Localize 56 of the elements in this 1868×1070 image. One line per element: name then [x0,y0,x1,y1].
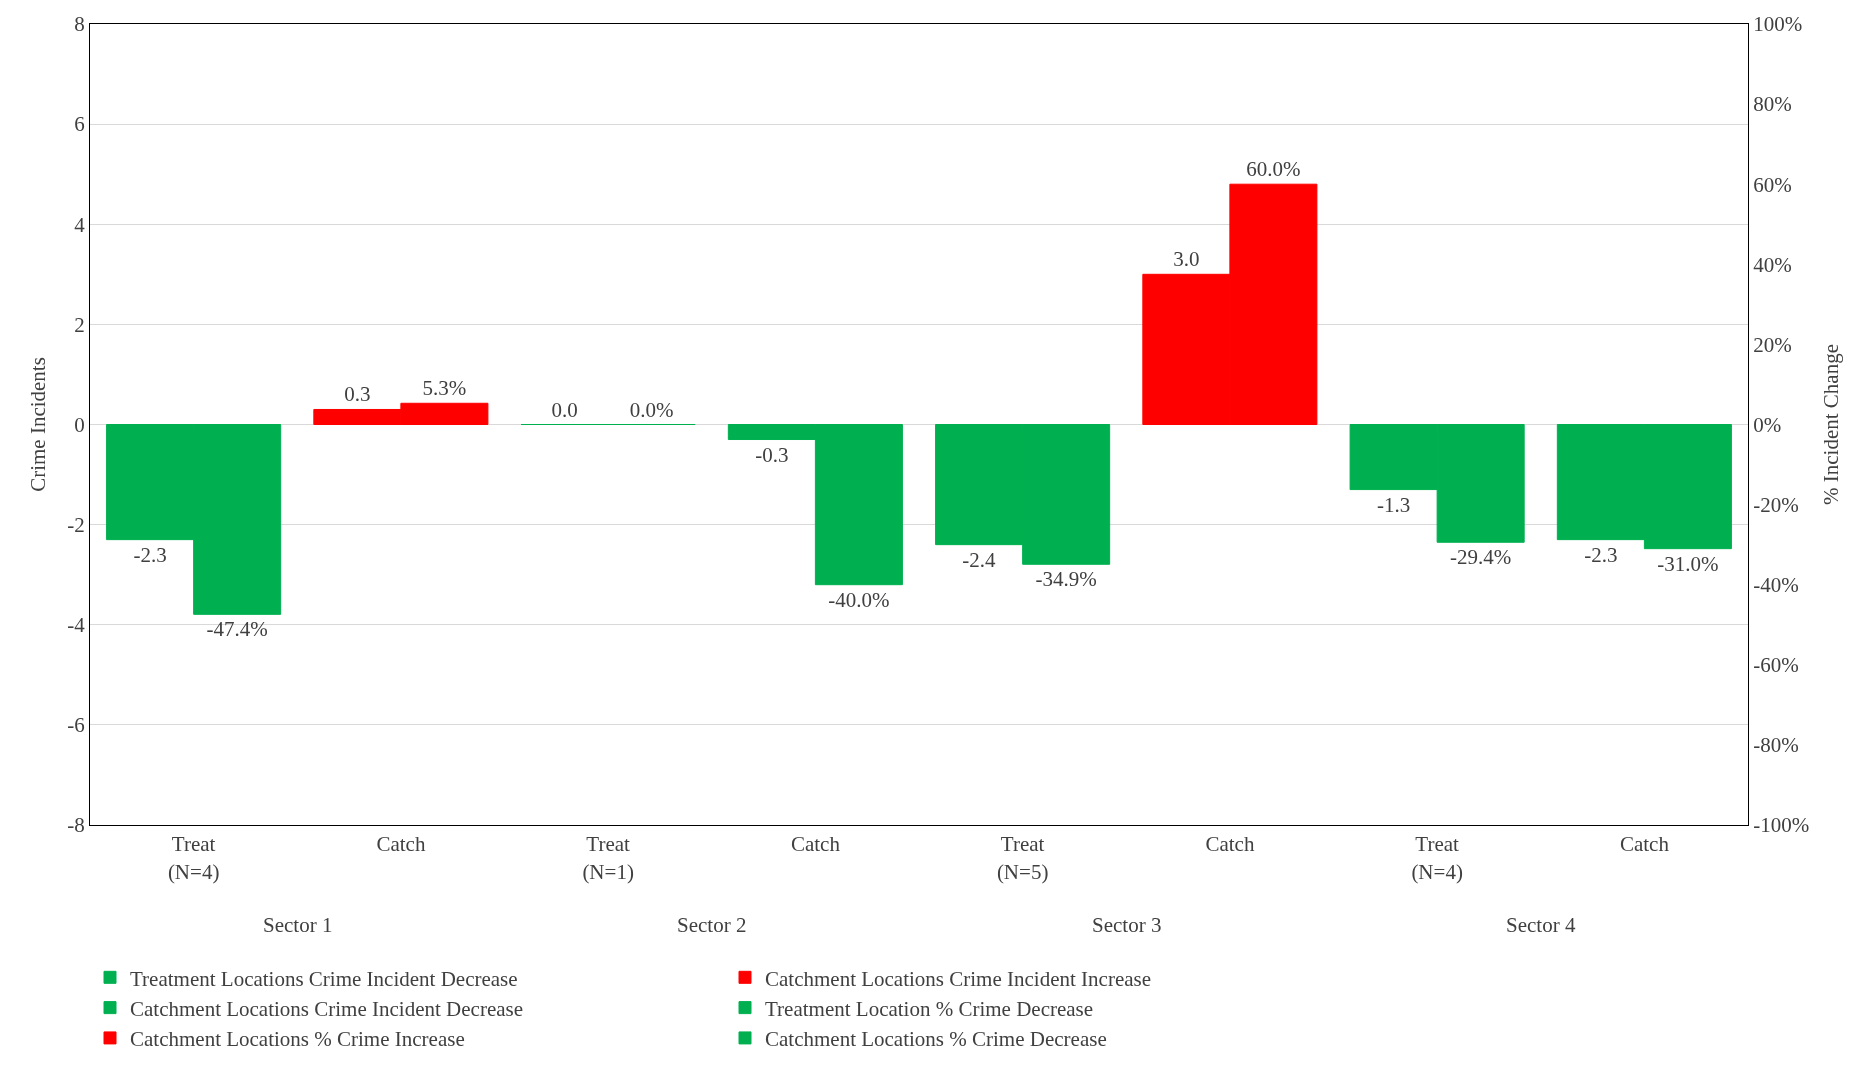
y-tick-label: 6 [74,112,85,137]
y2-tick-label: 80% [1753,92,1792,117]
data-label: 5.3% [422,376,467,401]
y2-tick-label: 40% [1753,252,1792,277]
data-label: -2.3 [133,542,167,567]
y-tick-label: -4 [67,613,86,638]
x-tick-label: Treat (N=5) [996,832,1049,884]
y-tick-label: -6 [67,713,85,738]
data-label: -31.0% [1657,551,1719,576]
y2-tick-label: -80% [1753,733,1799,758]
y2-tick-label: 100% [1753,12,1803,37]
y2-tick-label: 0% [1753,412,1782,437]
legend-label: Treatment Locations Crime Incident Decrease [130,966,518,991]
x-tick-label: Catch [1205,832,1255,857]
legend-label: Catchment Locations % Crime Decrease [765,1027,1107,1052]
data-label: -29.4% [1450,545,1512,570]
text: Sector 1 [263,913,333,937]
y2-tick-label: -40% [1753,573,1799,598]
y-tick-label: -2 [67,512,85,537]
x-tick-label: Catch [790,832,841,857]
y2-axis-title: % Incident Change [1819,344,1844,505]
text: Sector 4 [1506,913,1576,937]
y-tick-label: -8 [67,813,85,838]
data-label: -40.0% [828,587,890,612]
data-label: -1.3 [1376,492,1411,517]
legend-label: Treatment Location % Crime Decrease [765,996,1094,1021]
text: Sector 2 [677,913,747,937]
x-tick-label: Treat (N=4) [1411,832,1463,884]
y2-tick-label: -20% [1753,492,1799,517]
data-label: 3.0 [1173,247,1200,272]
x-tick-label: Treat (N=1) [582,832,634,884]
y-tick-label: 0 [74,412,85,437]
data-label: 0.3 [344,382,371,407]
data-label: -2.3 [1584,542,1618,567]
y2-tick-label: 20% [1753,332,1792,357]
y-tick-label: 4 [74,212,86,237]
y2-tick-label: 60% [1753,172,1792,197]
text: Sector 3 [1092,913,1162,937]
y-axis-title: Crime Incidents [26,357,51,492]
y-tick-label: 2 [74,312,85,337]
x-tick-label: Catch [1619,832,1670,857]
data-label: 0.0% [629,397,674,422]
y-tick-label: 8 [74,12,85,37]
data-label: -34.9% [1035,567,1097,592]
data-label: -2.4 [962,547,996,572]
data-label: -47.4% [206,617,268,642]
legend-label: Catchment Locations Crime Incident Decrease [130,996,524,1021]
x-tick-label: Catch [376,832,426,857]
legend-label: Catchment Locations Crime Incident Increase [765,966,1152,991]
x-tick-label: Treat (N=4) [167,832,220,884]
y2-tick-label: -100% [1753,813,1810,838]
data-label: -0.3 [755,442,789,467]
y2-tick-label: -60% [1753,653,1799,678]
legend-label: Catchment Locations % Crime Increase [130,1027,465,1052]
data-label: 60.0% [1246,157,1301,182]
data-label: 0.0 [551,397,578,422]
